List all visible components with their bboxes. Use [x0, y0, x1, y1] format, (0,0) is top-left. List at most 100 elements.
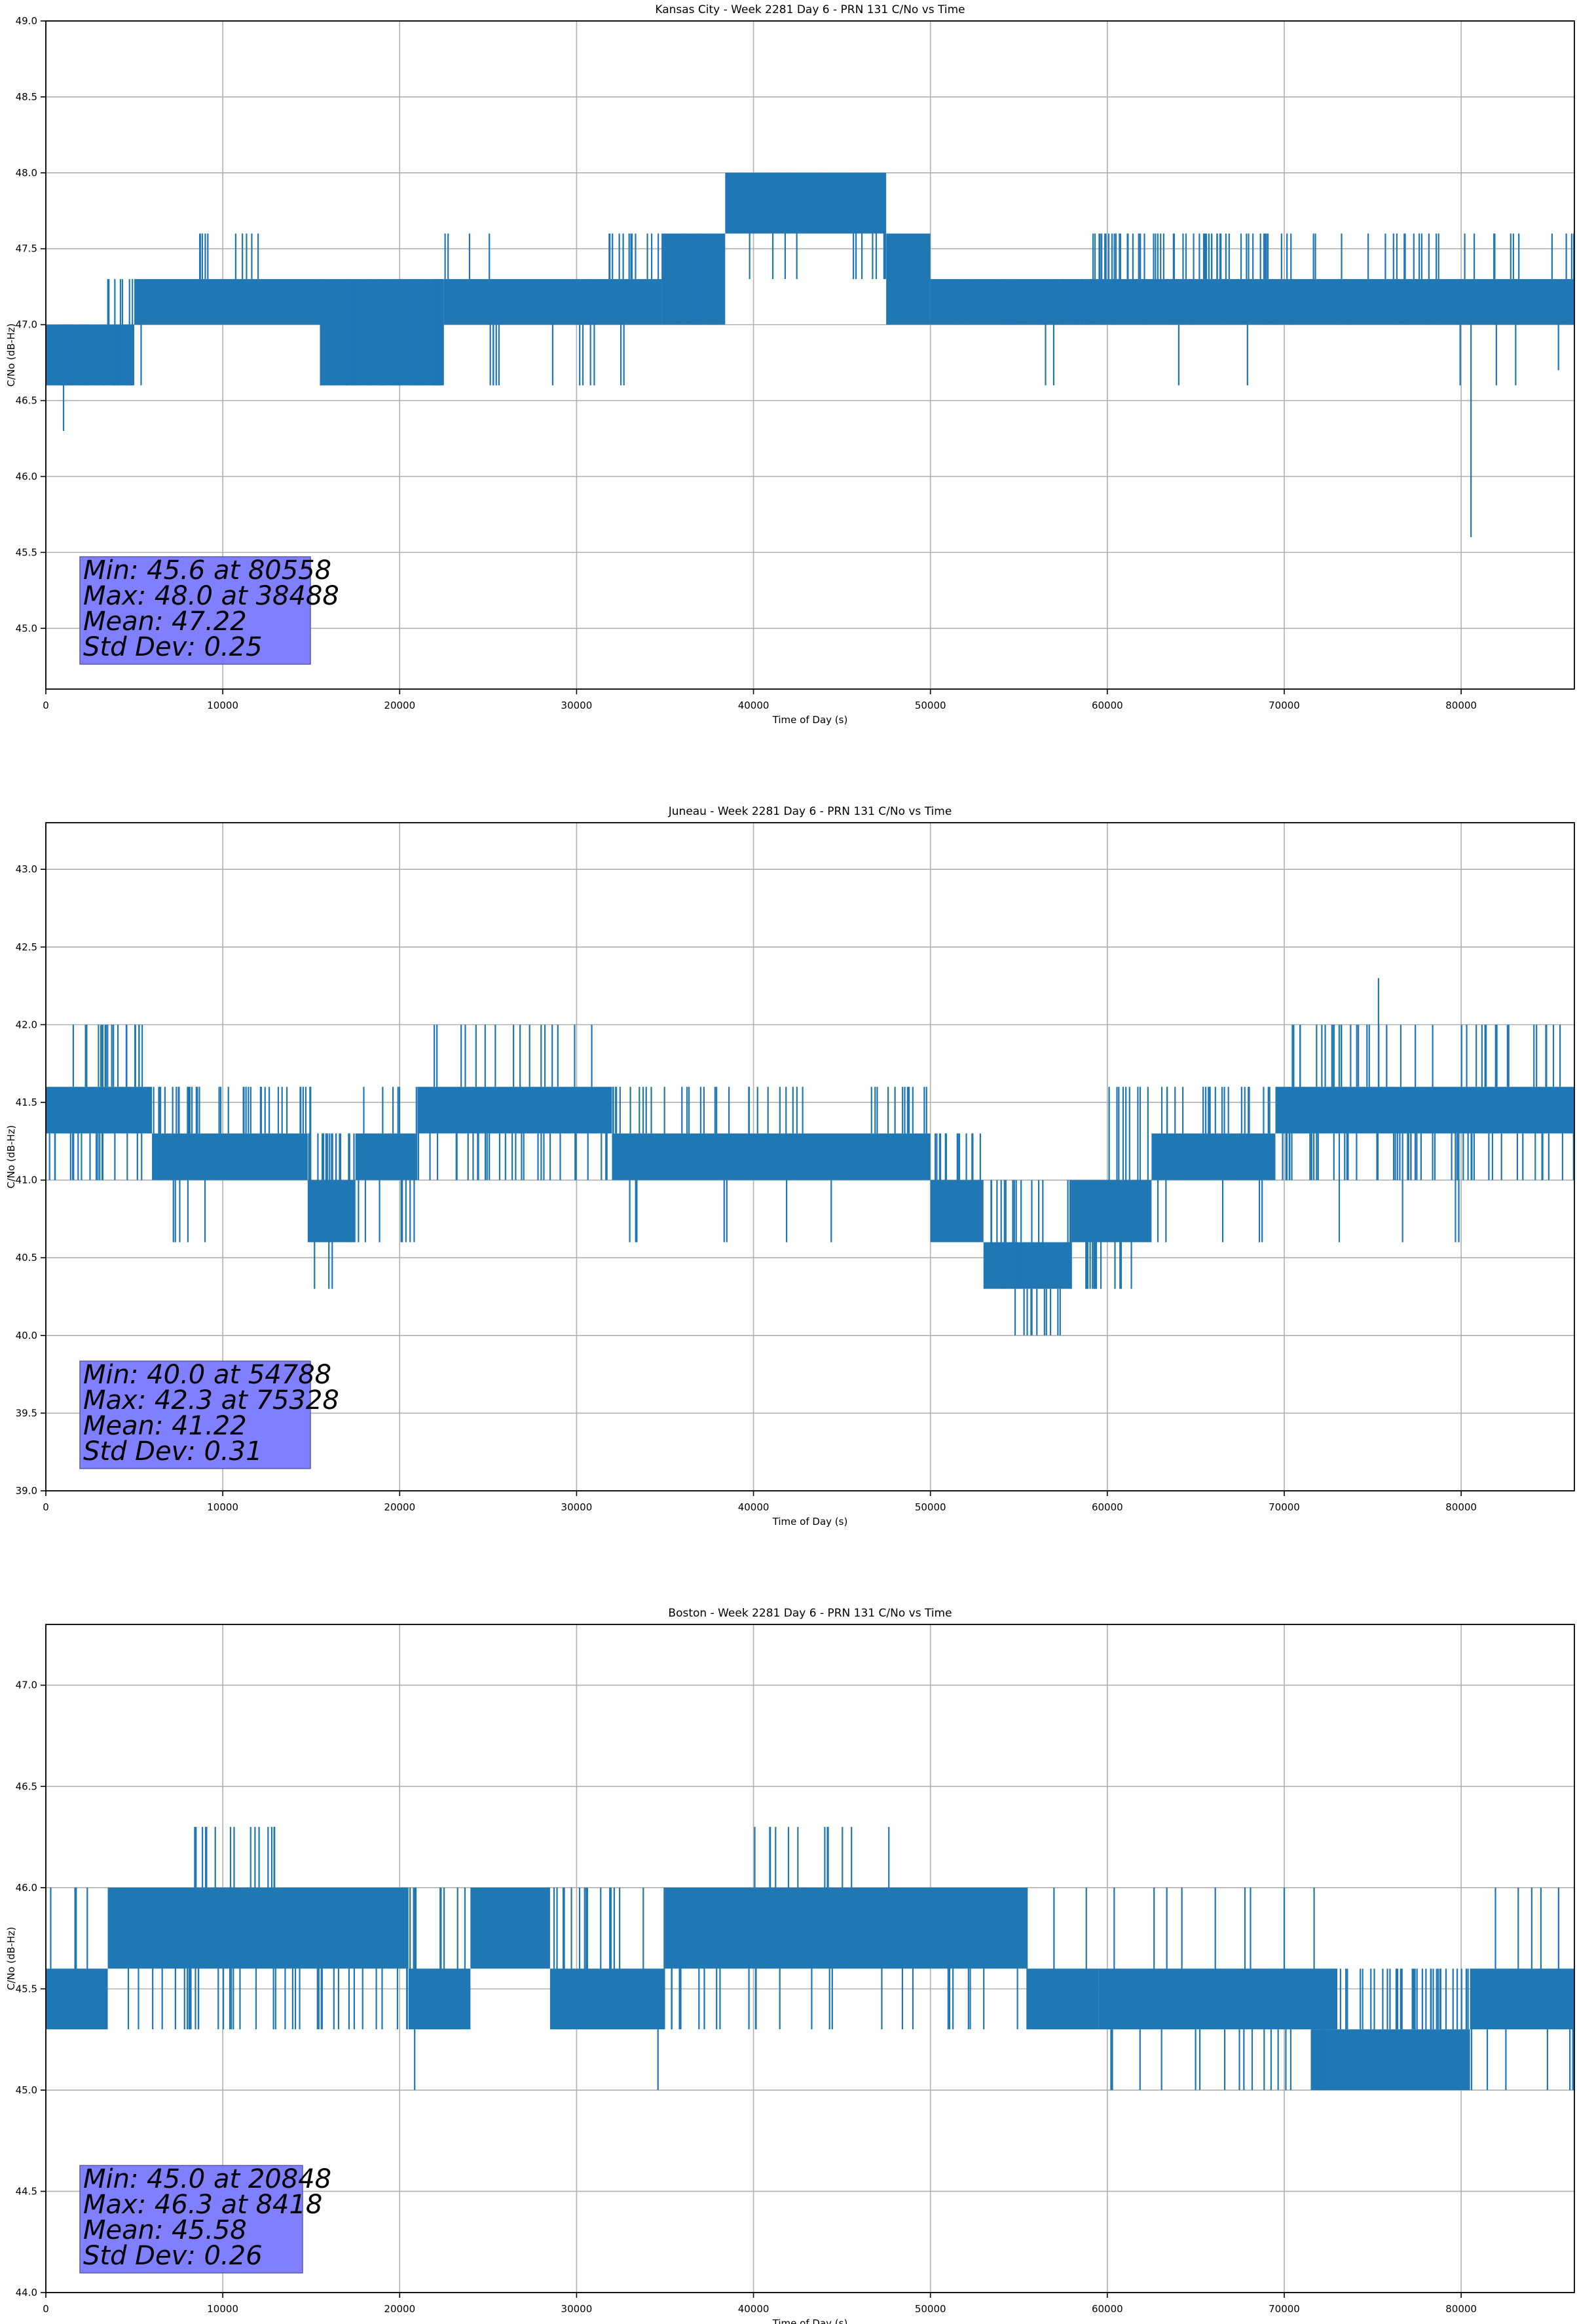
x-tick-label: 60000 [1092, 700, 1123, 711]
y-tick-label: 48.0 [16, 167, 37, 179]
y-tick-label: 46.0 [16, 1882, 37, 1894]
x-tick-label: 20000 [384, 1501, 415, 1513]
stats-min: Min: 45.6 at 80558 [83, 555, 331, 586]
data-band [355, 1133, 418, 1180]
data-band [134, 279, 320, 325]
data-band [443, 279, 662, 325]
y-tick-label: 47.5 [16, 243, 37, 255]
axes-frame [45, 20, 1575, 690]
x-axis-label: Time of Day (s) [772, 714, 848, 726]
data-band [725, 172, 887, 234]
data-band [983, 1242, 1072, 1289]
y-tick-label: 40.5 [16, 1252, 37, 1264]
stats-min: Min: 45.0 at 20848 [83, 2164, 331, 2194]
x-tick-label: 20000 [384, 700, 415, 711]
x-tick-label: 60000 [1092, 1501, 1123, 1513]
y-tick-label: 39.5 [16, 1407, 37, 1419]
stats-std: Std Dev: 0.25 [83, 632, 263, 662]
x-tick-label: 50000 [915, 2303, 946, 2315]
y-tick-label: 48.5 [16, 91, 37, 103]
y-axis-label: C/No (dB-Hz) [5, 1125, 17, 1189]
stats-box [79, 556, 311, 665]
y-tick-label: 47.0 [16, 319, 37, 331]
x-tick-label: 70000 [1269, 1501, 1300, 1513]
chart-panel-3: 0 10000 20000 30000 40000 50000 60000 70000 8000… [5, 1607, 1575, 2324]
chart-title: Kansas City - Week 2281 Day 6 - PRN 131 … [655, 3, 965, 16]
stats-mean: Mean: 41.22 [83, 1411, 247, 1441]
stats-max: Max: 42.3 at 75328 [83, 1385, 339, 1415]
data-band [470, 1887, 550, 1969]
y-tick-label: 46.5 [16, 395, 37, 407]
data-band [107, 1887, 409, 1969]
y-tick-label: 40.0 [16, 1330, 37, 1341]
stats-std: Std Dev: 0.31 [83, 1436, 263, 1467]
chart-panel-1: 0 10000 20000 30000 40000 50000 60000 70000 8000… [5, 3, 1575, 726]
data-band [152, 1133, 308, 1180]
data-band [1028, 1968, 1099, 2030]
chart-title: Boston - Week 2281 Day 6 - PRN 131 C/No … [668, 1607, 952, 1620]
data-band [46, 1968, 108, 2030]
y-tick-label: 43.0 [16, 863, 37, 875]
x-tick-label: 40000 [738, 1501, 770, 1513]
axes-frame [45, 822, 1575, 1491]
data-band [1310, 2029, 1470, 2090]
x-tick-label: 80000 [1445, 700, 1477, 711]
y-tick-label: 45.0 [16, 2084, 37, 2096]
y-tick-label: 46.5 [16, 1780, 37, 1792]
data-band [1071, 1180, 1152, 1243]
data-band [307, 1180, 356, 1243]
chart-panel-2: 0 10000 20000 30000 40000 50000 60000 70000 8000… [5, 805, 1575, 1527]
y-tick-label: 46.0 [16, 470, 37, 482]
series-line [46, 172, 1575, 538]
y-tick-label: 44.0 [16, 2287, 37, 2298]
data-band [417, 1087, 612, 1134]
data-band [1098, 1968, 1338, 2030]
x-tick-label: 10000 [207, 700, 238, 711]
x-tick-label: 50000 [915, 1501, 946, 1513]
x-tick-label: 10000 [207, 2303, 238, 2315]
y-tick-label: 39.0 [16, 1485, 37, 1497]
data-band [1275, 1087, 1574, 1134]
data-band [549, 1968, 665, 2030]
series-line [46, 1827, 1574, 2090]
x-axis-label: Time of Day (s) [772, 1516, 848, 1527]
x-tick-label: 0 [43, 2303, 49, 2315]
x-tick-label: 40000 [738, 2303, 770, 2315]
stats-min: Min: 40.0 at 54788 [83, 1360, 331, 1390]
data-band [1151, 1133, 1276, 1180]
stats-mean: Mean: 45.58 [83, 2215, 247, 2245]
chart-title: Juneau - Week 2281 Day 6 - PRN 131 C/No … [668, 805, 952, 818]
x-tick-label: 0 [43, 700, 49, 711]
x-tick-label: 80000 [1445, 1501, 1477, 1513]
stats-mean: Mean: 47.22 [83, 607, 247, 637]
axes-frame [45, 1624, 1575, 2293]
stats-max: Max: 46.3 at 8418 [83, 2190, 322, 2220]
y-tick-label: 41.0 [16, 1174, 37, 1186]
stats-std: Std Dev: 0.26 [83, 2241, 263, 2271]
x-tick-label: 40000 [738, 700, 770, 711]
x-axis-label: Time of Day (s) [772, 2317, 848, 2324]
data-band [408, 1968, 471, 2030]
data-band [930, 279, 1574, 325]
data-band [886, 233, 931, 325]
x-tick-label: 80000 [1445, 2303, 1477, 2315]
y-tick-label: 42.5 [16, 941, 37, 953]
y-tick-label: 49.0 [16, 15, 37, 27]
x-tick-label: 20000 [384, 2303, 415, 2315]
data-band [1470, 1968, 1574, 2030]
x-tick-label: 30000 [561, 2303, 593, 2315]
data-band [930, 1180, 984, 1243]
y-tick-label: 45.0 [16, 622, 37, 634]
x-tick-label: 10000 [207, 1501, 238, 1513]
y-axis-label: C/No (dB-Hz) [5, 1927, 17, 1991]
data-band [665, 1887, 1028, 1969]
data-band [46, 324, 135, 386]
y-tick-label: 47.0 [16, 1679, 37, 1691]
x-tick-label: 50000 [915, 700, 946, 711]
x-tick-label: 0 [43, 1501, 49, 1513]
series-line [46, 978, 1574, 1336]
x-tick-label: 60000 [1092, 2303, 1123, 2315]
